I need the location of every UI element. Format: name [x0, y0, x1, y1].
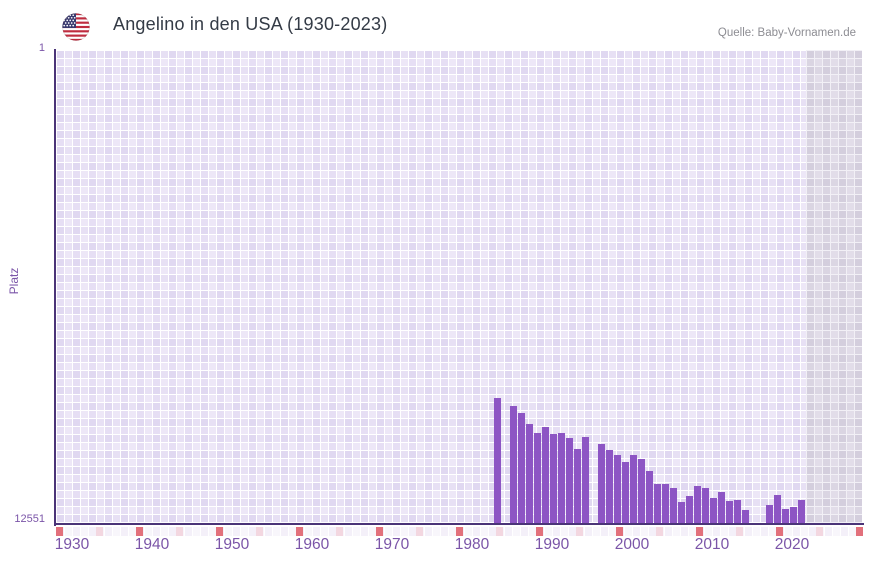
x-axis-label: 2020	[774, 536, 810, 553]
x-tick-mark-dark	[616, 527, 623, 536]
bar[interactable]	[542, 427, 549, 524]
x-tick-mark-dark	[216, 527, 223, 536]
x-tick-mark-light	[736, 527, 743, 536]
x-axis-label: 1990	[534, 536, 570, 553]
x-axis-label: 2010	[694, 536, 730, 553]
x-axis-label: 1930	[54, 536, 90, 553]
x-axis-line	[54, 523, 864, 525]
source-credit: Quelle: Baby-Vornamen.de	[717, 27, 856, 39]
x-tick-mark-dark	[776, 527, 783, 536]
bar[interactable]	[606, 450, 613, 524]
bar[interactable]	[654, 484, 661, 524]
bar[interactable]	[678, 502, 685, 524]
plot-area	[56, 50, 862, 524]
x-axis-label: 1950	[214, 536, 250, 553]
bar[interactable]	[662, 484, 669, 524]
bar[interactable]	[558, 433, 565, 524]
x-tick-mark-dark	[296, 527, 303, 536]
bar[interactable]	[670, 488, 677, 524]
x-tick-mark-light	[816, 527, 823, 536]
bar[interactable]	[790, 507, 797, 524]
x-axis-label: 1940	[134, 536, 170, 553]
x-tick-mark-dark	[536, 527, 543, 536]
bar[interactable]	[526, 424, 533, 524]
x-axis-label: 2000	[614, 536, 650, 553]
x-tick-mark-light	[336, 527, 343, 536]
bar[interactable]	[694, 486, 701, 524]
bar[interactable]	[710, 498, 717, 524]
bar[interactable]	[742, 510, 749, 524]
x-tick-mark-light	[496, 527, 503, 536]
bar[interactable]	[646, 471, 653, 524]
x-tick-mark-dark	[696, 527, 703, 536]
bar[interactable]	[550, 434, 557, 524]
us-flag-icon	[62, 13, 90, 41]
bar[interactable]	[782, 509, 789, 524]
bar[interactable]	[774, 495, 781, 524]
y-axis-line	[54, 49, 56, 526]
x-axis-label: 1980	[454, 536, 490, 553]
y-axis-title: Platz	[7, 267, 21, 295]
bar[interactable]	[702, 488, 709, 524]
x-axis-label: 1960	[294, 536, 330, 553]
bar[interactable]	[598, 444, 605, 524]
page-title: Angelino in den USA (1930-2023)	[113, 14, 388, 34]
bar[interactable]	[726, 501, 733, 524]
bar[interactable]	[534, 433, 541, 524]
bar[interactable]	[766, 505, 773, 524]
x-tick-mark-dark	[56, 527, 63, 536]
bar[interactable]	[510, 406, 517, 524]
bar[interactable]	[574, 449, 581, 524]
x-tick-mark-light	[416, 527, 423, 536]
bar[interactable]	[630, 455, 637, 524]
y-axis-top-label: 1	[38, 42, 45, 54]
x-tick-mark-light	[176, 527, 183, 536]
bar[interactable]	[638, 459, 645, 524]
bar[interactable]	[494, 398, 501, 524]
bar[interactable]	[518, 413, 525, 524]
no-data-region	[806, 50, 862, 524]
x-tick-row	[56, 527, 863, 536]
x-tick-mark-dark	[456, 527, 463, 536]
bar[interactable]	[734, 500, 741, 524]
x-tick-mark-dark	[856, 527, 863, 536]
bar[interactable]	[566, 438, 573, 524]
x-tick-mark-dark	[376, 527, 383, 536]
y-axis-bottom-label: 12551	[14, 513, 45, 525]
x-tick-mark-light	[256, 527, 263, 536]
bar[interactable]	[614, 455, 621, 524]
bar[interactable]	[582, 437, 589, 524]
bar[interactable]	[686, 496, 693, 524]
x-tick-mark-light	[656, 527, 663, 536]
bars-layer	[56, 50, 862, 524]
bar[interactable]	[798, 500, 805, 524]
x-tick-mark-light	[576, 527, 583, 536]
x-axis-label: 1970	[374, 536, 410, 553]
x-tick-mark-light	[96, 527, 103, 536]
bar[interactable]	[718, 492, 725, 524]
x-tick-mark-dark	[136, 527, 143, 536]
bar[interactable]	[622, 462, 629, 524]
